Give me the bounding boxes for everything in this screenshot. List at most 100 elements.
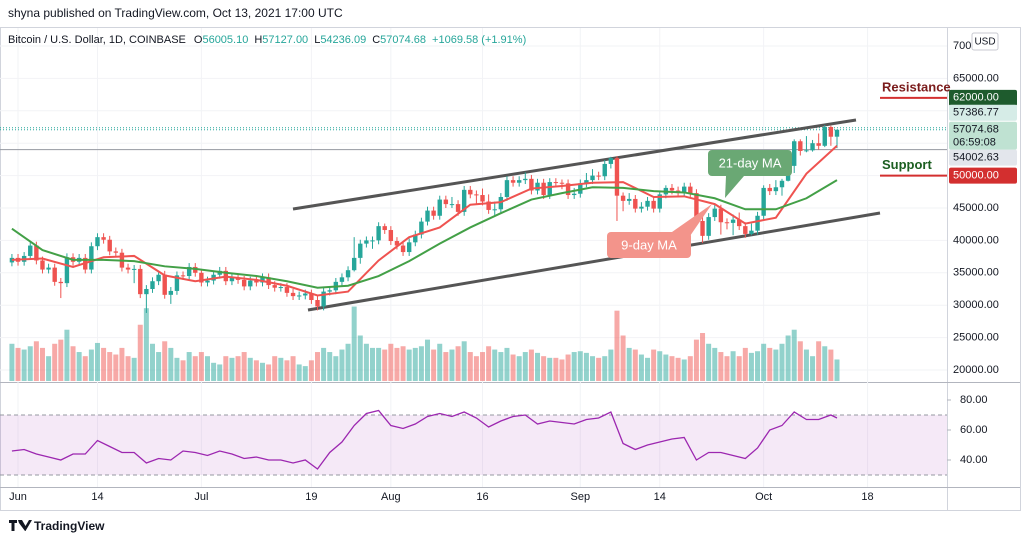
level-annotation: Support (882, 157, 932, 172)
volume-bar (516, 356, 522, 381)
candle-body (694, 193, 699, 221)
candle-body (541, 182, 546, 196)
volume-bar (21, 349, 27, 381)
ohlc-key: H (254, 34, 262, 46)
volume-bar (64, 329, 70, 381)
byline: shyna published on TradingView.com, Oct … (8, 6, 343, 20)
x-tick-label: 19 (305, 491, 317, 503)
volume-bar (58, 339, 64, 381)
volume-bar (675, 357, 681, 381)
ohlc-value: 57127.00 (262, 34, 308, 46)
candle-body (651, 200, 656, 209)
volume-bar (577, 351, 583, 381)
y-tick-label: 45000.00 (953, 202, 999, 214)
candle-body (559, 182, 565, 184)
level-label: 50000.00 (953, 170, 999, 182)
volume-bar (186, 352, 192, 381)
candle-body (431, 210, 436, 216)
candle-body (266, 277, 271, 286)
candle-body (773, 187, 779, 192)
volume-bar (461, 341, 467, 381)
volume-bar (70, 346, 76, 381)
level-sublabel: 06:59:08 (953, 137, 996, 149)
candle-body (413, 234, 418, 243)
level-label-box (949, 89, 1017, 106)
candle-body (798, 141, 803, 151)
volume-bar (810, 356, 816, 381)
volume-bar (400, 346, 406, 381)
candle-body (131, 268, 137, 270)
candle-body (358, 243, 363, 258)
volume-bar (345, 343, 351, 381)
y-tick-label: 20000.00 (953, 364, 999, 376)
candle-body (278, 287, 284, 289)
volume-bar (504, 347, 510, 381)
candle-body (101, 237, 106, 240)
candle-body (9, 257, 15, 263)
volume-bar (192, 356, 198, 381)
candle-body (205, 280, 210, 283)
candle-body (828, 126, 834, 137)
candle-body (168, 290, 174, 295)
candle-body (400, 245, 406, 253)
level-label: 57074.68 (953, 124, 999, 136)
volume (9, 306, 840, 381)
volume-bar (88, 349, 94, 381)
candle-body (486, 201, 491, 210)
candle-body (199, 272, 204, 283)
candle-body (596, 175, 601, 177)
volume-bar (143, 308, 149, 381)
volume-bar (266, 364, 272, 381)
y-tick-label: 40000.00 (953, 234, 999, 246)
candle-body (614, 158, 620, 196)
candle-body (125, 267, 131, 270)
candle-body (449, 204, 455, 206)
volume-bar (321, 347, 327, 381)
candle-body (144, 288, 149, 295)
candle-body (474, 194, 479, 196)
currency[interactable]: USD (974, 37, 995, 48)
volume-bar (730, 351, 736, 381)
volume-bar (76, 352, 82, 381)
volume-bar (137, 324, 143, 381)
volume-bar (82, 356, 88, 381)
candle-body (749, 230, 754, 234)
volume-bar (376, 347, 382, 381)
candle-body (816, 143, 821, 146)
candle-body (516, 180, 522, 183)
candle-body (89, 246, 94, 270)
candle-body (272, 285, 277, 288)
level-label-box (949, 149, 1017, 166)
volume-bar (278, 357, 284, 381)
volume-bar (27, 346, 33, 381)
volume-bar (363, 343, 369, 381)
volume-bar (736, 356, 742, 381)
volume-bar (272, 356, 278, 381)
volume-bar (724, 356, 730, 381)
candle-body (186, 266, 192, 277)
volume-bar (645, 357, 651, 381)
volume-bar (816, 341, 822, 381)
volume-bar (119, 347, 125, 381)
volume-bar (486, 346, 492, 381)
candle-body (480, 195, 485, 202)
callout-box (607, 232, 691, 258)
candle-body (443, 199, 449, 205)
candle-body (284, 287, 290, 293)
candle-body (394, 241, 400, 246)
candle-body (34, 245, 39, 261)
level-label-box (949, 121, 1017, 150)
volume-bar (168, 347, 174, 381)
level-label-box (949, 167, 1017, 184)
currency-box[interactable] (971, 32, 999, 51)
volume-bar (626, 347, 632, 381)
volume-bar (113, 354, 119, 381)
volume-bar (755, 351, 761, 381)
volume-bar (718, 352, 724, 381)
candle-body (254, 280, 259, 283)
candle-body (28, 245, 33, 256)
volume-bar (492, 349, 498, 381)
level-label: 62000.00 (953, 92, 999, 104)
candle-body (602, 163, 607, 177)
candle-body (712, 208, 717, 218)
